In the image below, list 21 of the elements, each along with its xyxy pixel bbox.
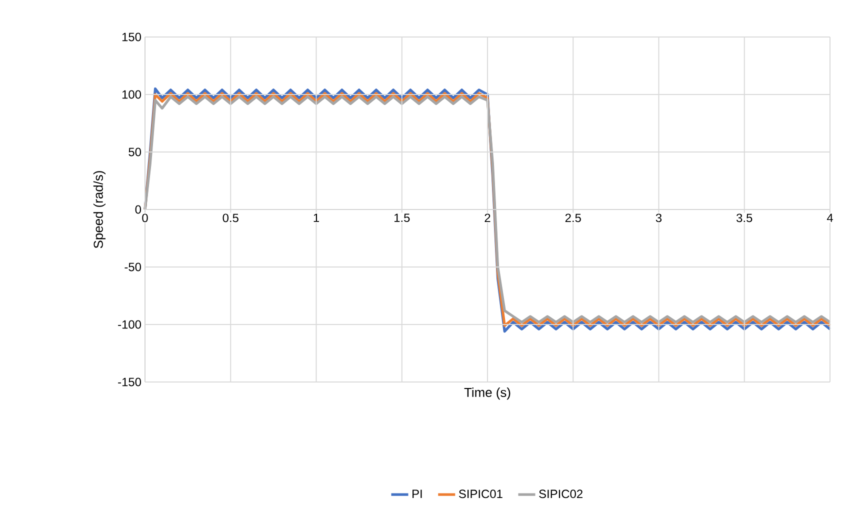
legend-label: PI [412, 490, 422, 498]
x-tick-label: 0 [142, 214, 148, 222]
x-tick-label: 1 [314, 214, 319, 222]
y-tick-label: -150 [118, 378, 142, 386]
x-tick-label: 1.5 [394, 214, 410, 222]
y-tick-label: -50 [124, 262, 142, 272]
x-tick-label: 3.5 [736, 214, 752, 222]
x-tick-label: 3 [656, 214, 662, 222]
y-tick-label: 0 [135, 205, 142, 214]
legend-label: SIPIC01 [458, 490, 502, 498]
y-axis-title: Speed (rad/s) [93, 171, 106, 248]
x-tick-label: 4 [826, 214, 833, 222]
x-tick-label: 2 [484, 214, 490, 222]
legend-label: SIPIC02 [539, 490, 582, 498]
x-axis-title: Time (s) [464, 388, 510, 400]
y-tick-label: -100 [118, 320, 142, 329]
y-tick-label: 150 [122, 32, 142, 42]
x-tick-label: 0.5 [222, 214, 238, 222]
y-tick-label: 100 [122, 90, 142, 99]
x-tick-label: 2.5 [565, 214, 581, 222]
y-tick-label: 50 [128, 148, 142, 156]
